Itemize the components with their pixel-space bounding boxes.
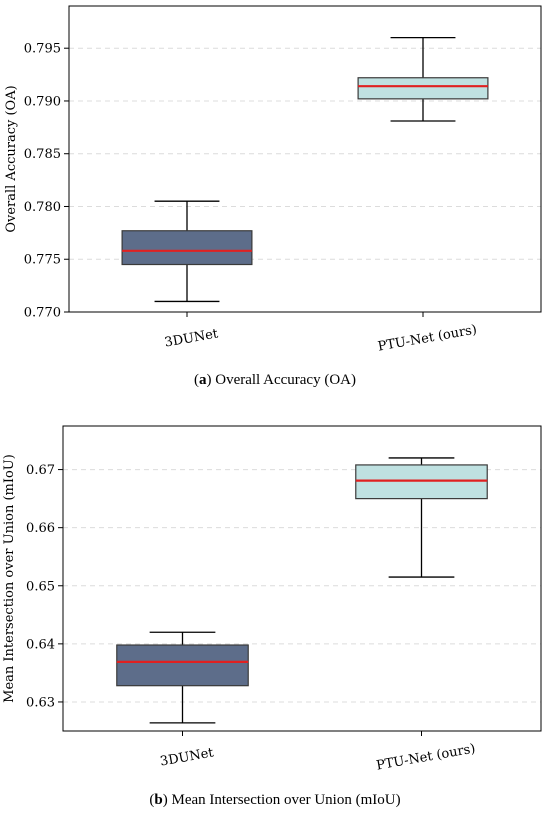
plot-frame-a [68, 5, 542, 313]
y-tick-label-b-3: 0.66 [26, 521, 55, 536]
y-tick-label-a-1: 0.775 [24, 253, 61, 268]
y-tick-label-a-5: 0.795 [24, 42, 61, 57]
x-tick-label-a-1: PTU-Net (ours) [377, 322, 478, 354]
y-tick-label-a-2: 0.780 [24, 200, 61, 215]
caption-a-tag: a [198, 372, 207, 388]
caption-b: (b) Mean Intersection over Union (mIoU) [149, 792, 401, 808]
caption-a-text: Overall Accuracy (OA) [215, 372, 356, 388]
y-tick-label-a-3: 0.785 [24, 147, 61, 162]
caption-b-text: Mean Intersection over Union (mIoU) [171, 792, 401, 808]
box-a-0 [121, 230, 253, 266]
box-b-0 [116, 644, 249, 687]
y-tick-label-b-1: 0.64 [26, 637, 55, 652]
x-tick-label-b-1: PTU-Net (ours) [375, 741, 476, 773]
chart-b: 0.63 0.64 0.65 0.66 0.67 3DUNet PTU-Net (ours)… [2, 425, 542, 774]
x-tick-label-b-0: 3DUNet [159, 745, 215, 769]
y-tick-label-b-4: 0.67 [26, 463, 55, 478]
y-axis-label-a: Overall Accuracy (OA) [4, 85, 19, 232]
box-a-1 [357, 77, 489, 100]
caption-b-tag: b [154, 792, 163, 808]
box-b-1 [355, 464, 488, 500]
y-tick-label-b-0: 0.63 [26, 695, 55, 710]
plot-frame-b [62, 425, 542, 732]
caption-a: (a) Overall Accuracy (OA) [193, 372, 356, 388]
y-tick-label-b-2: 0.65 [26, 579, 55, 594]
chart-a: 0.770 0.775 0.780 0.785 0.790 0.795 3DUNet PTU-… [4, 5, 542, 355]
x-tick-label-a-0: 3DUNet [164, 326, 220, 350]
y-tick-label-a-0: 0.770 [24, 306, 61, 321]
y-tick-label-a-4: 0.790 [24, 94, 61, 109]
y-axis-label-b: Mean Intersection over Union (mIoU) [2, 454, 17, 703]
